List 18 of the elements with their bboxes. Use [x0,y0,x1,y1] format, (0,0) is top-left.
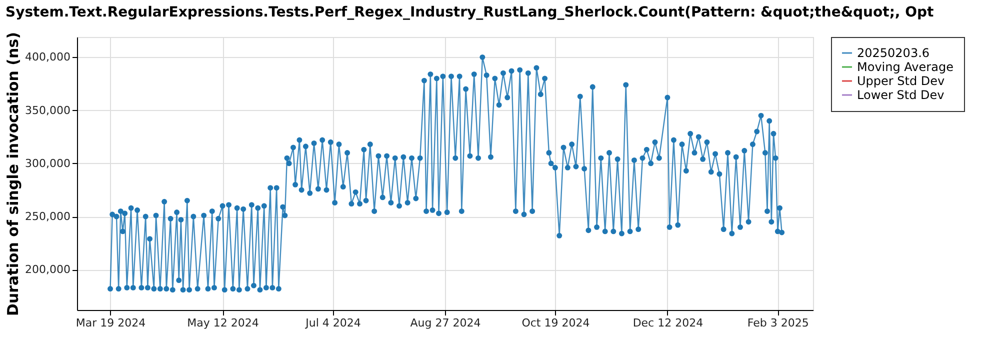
x-tick-label: Aug 27 2024 [410,316,481,330]
legend-label: 20250203.6 [857,46,930,60]
chart-title: System.Text.RegularExpressions.Tests.Perf_Regex_Industry_RustLang_Sherlock.Count(Pattern: &quot;the&quot;, Opt [6,4,934,20]
x-tick-label: Feb 3 2025 [747,316,809,330]
x-tick-label: Oct 19 2024 [522,316,590,330]
x-tick-label: Mar 19 2024 [76,316,146,330]
y-tick-label: 400,000 [25,50,70,64]
legend-label: Upper Std Dev [857,74,945,88]
y-tick-label: 200,000 [25,263,70,276]
y-tick-label: 300,000 [25,156,70,170]
x-tick-label: May 12 2024 [187,316,259,330]
y-axis-title: Duration of single invocation (ns) [4,32,22,316]
legend-label: Lower Std Dev [857,88,944,102]
x-tick-label: Dec 12 2024 [632,316,704,330]
legend-label: Moving Average [857,60,954,74]
y-tick-label: 250,000 [25,210,70,224]
y-tick-label: 350,000 [25,104,70,117]
x-tick-label: Jul 4 2024 [304,316,361,330]
